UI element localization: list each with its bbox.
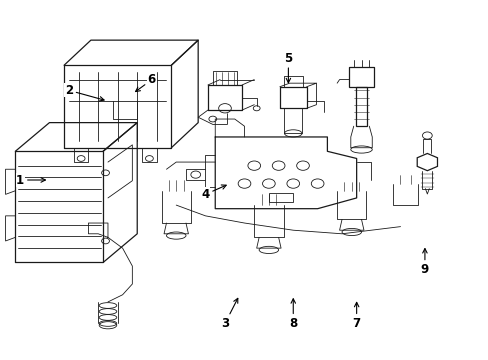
Text: 5: 5 xyxy=(284,51,292,83)
Text: 1: 1 xyxy=(16,174,45,186)
Text: 7: 7 xyxy=(352,302,360,330)
Text: 6: 6 xyxy=(135,73,156,91)
Text: 4: 4 xyxy=(201,185,226,201)
Text: 9: 9 xyxy=(420,248,428,276)
Text: 8: 8 xyxy=(288,299,297,330)
Text: 2: 2 xyxy=(65,84,104,101)
Bar xyxy=(355,87,366,126)
Text: 3: 3 xyxy=(221,298,237,330)
Bar xyxy=(268,193,293,202)
Bar xyxy=(348,67,373,87)
